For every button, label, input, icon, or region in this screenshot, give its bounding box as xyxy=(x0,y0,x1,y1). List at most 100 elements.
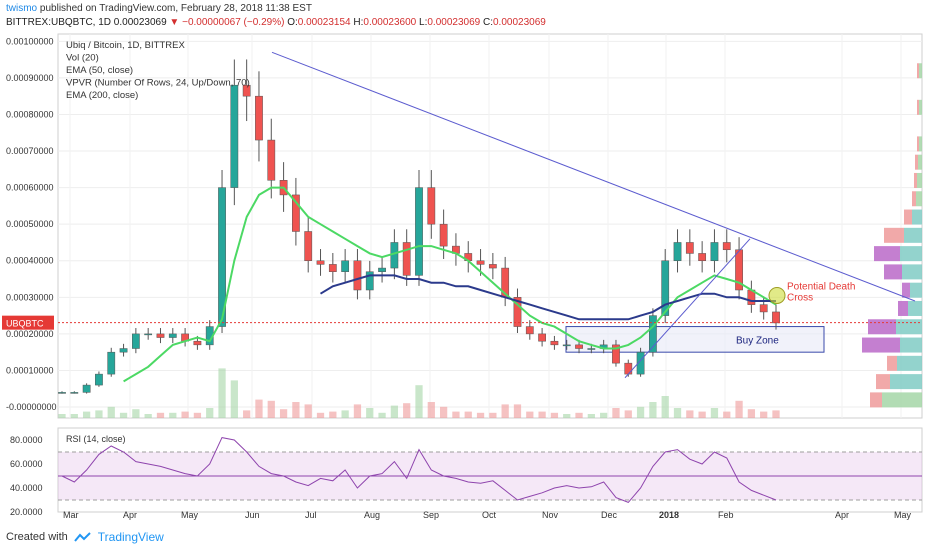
candle-body xyxy=(267,139,276,181)
vpvr-up-bar xyxy=(890,374,922,390)
x-tick-label: Oct xyxy=(482,510,497,520)
volume-bar xyxy=(464,411,472,418)
volume-bar xyxy=(267,400,275,418)
y-tick-label: 0.00010000 xyxy=(6,365,54,375)
volume-bar xyxy=(600,412,608,418)
y-tick-label: 0.00070000 xyxy=(6,146,54,156)
volume-bar xyxy=(304,404,312,418)
candle-body xyxy=(230,84,239,188)
x-tick-label: Aug xyxy=(364,510,380,520)
ohlc-high: 0.00023600 xyxy=(363,17,417,28)
y-tick-label: 0.00020000 xyxy=(6,329,54,339)
publish-line: twismo published on TradingView.com, Feb… xyxy=(6,3,312,14)
ohlc-l-label: L: xyxy=(419,17,428,28)
y-tick-label: 0.00100000 xyxy=(6,36,54,46)
volume-bar xyxy=(243,410,251,418)
x-tick-label: Feb xyxy=(718,510,734,520)
candle-body xyxy=(476,260,485,265)
volume-bars xyxy=(58,368,780,418)
vpvr-down-bar xyxy=(904,209,912,225)
y-tick-label: 0.00090000 xyxy=(6,73,54,83)
candle-body xyxy=(390,242,399,269)
volume-bar xyxy=(735,400,743,418)
candle-body xyxy=(488,264,497,269)
candle-body xyxy=(242,84,251,97)
volume-bar xyxy=(772,410,780,418)
volume-bar xyxy=(218,368,226,418)
x-tick-label: Jul xyxy=(305,510,317,520)
candle-body xyxy=(685,242,694,254)
candle-body xyxy=(218,187,226,327)
symbol-info: BITTREX:UBQBTC, 1D xyxy=(6,17,112,28)
candle-body xyxy=(513,297,522,327)
volume-bar xyxy=(698,411,706,418)
vpvr-up-bar xyxy=(919,63,922,79)
tradingview-brand[interactable]: TradingView xyxy=(97,530,164,544)
candle-body xyxy=(415,187,423,276)
volume-bar xyxy=(501,404,509,418)
rsi-pane-grid xyxy=(57,427,923,513)
rsi-title: RSI (14, close) xyxy=(66,434,126,444)
x-tick-label: Jun xyxy=(245,510,260,520)
candle-body xyxy=(292,194,300,232)
volume-bar xyxy=(575,412,583,418)
candle-body xyxy=(550,340,559,346)
volume-bar xyxy=(119,412,128,418)
rsi-tick-label: 20.0000 xyxy=(10,507,43,517)
price-tag xyxy=(2,315,54,330)
candle-body xyxy=(673,242,682,261)
legend-entry: Ubiq / Bitcoin, 1D, BITTREX xyxy=(66,40,185,51)
last-price: 0.00023069 xyxy=(113,17,167,28)
x-tick-label: May xyxy=(894,510,912,520)
main-pane-grid xyxy=(57,33,923,419)
ohlc-close: 0.00023069 xyxy=(492,17,546,28)
candle-body xyxy=(624,362,633,375)
candle-body xyxy=(131,333,140,349)
x-tick-label: May xyxy=(181,510,199,520)
price-change: ▼ −0.00000067 (−0.29%) xyxy=(169,17,285,28)
candle-body xyxy=(168,333,177,338)
volume-bar xyxy=(181,411,189,418)
rsi-tick-label: 80.0000 xyxy=(10,435,43,445)
ohlc-open: 0.00023154 xyxy=(297,17,351,28)
death-cross-label-2: Cross xyxy=(787,292,813,303)
volume-bar xyxy=(526,411,534,418)
ohlc-h-label: H: xyxy=(353,17,364,28)
death-cross-label: Potential Death xyxy=(787,281,855,292)
vpvr-up-bar xyxy=(910,282,922,298)
vpvr-down-bar xyxy=(884,264,902,280)
x-tick-label: Apr xyxy=(835,510,849,520)
vpvr-up-bar xyxy=(896,319,922,335)
volume-bar xyxy=(95,410,103,418)
vpvr-up-bar xyxy=(908,300,922,316)
volume-bar xyxy=(760,411,768,418)
vpvr-up-bar xyxy=(912,209,922,225)
volume-bar xyxy=(686,410,694,418)
ascending-trendline xyxy=(624,238,751,379)
y-tick-label: 0.00060000 xyxy=(6,183,54,193)
rsi-tick-label: 60.0000 xyxy=(10,459,43,469)
candle-body xyxy=(316,260,325,265)
candle-body xyxy=(107,351,116,375)
symbol-line: BITTREX:UBQBTC, 1D 0.00023069 ▼ −0.00000… xyxy=(6,17,546,28)
candle-body xyxy=(525,326,534,335)
buy-zone-label: Buy Zone xyxy=(736,335,779,346)
vpvr-up-bar xyxy=(904,227,922,243)
author-name[interactable]: twismo xyxy=(6,3,38,14)
vpvr-up-bar xyxy=(919,136,922,152)
candle-body xyxy=(649,315,657,353)
vpvr-down-bar xyxy=(914,172,917,188)
candle-body xyxy=(95,373,103,386)
candle-body xyxy=(722,242,731,251)
price-tag-label: UBQBTC xyxy=(6,319,44,329)
vpvr-down-bar xyxy=(868,319,896,335)
vpvr-down-bar xyxy=(917,63,919,79)
volume-bar xyxy=(403,403,411,418)
candle-body xyxy=(439,223,448,247)
volume-bar xyxy=(156,412,165,418)
volume-bar xyxy=(439,406,448,418)
vpvr-down-bar xyxy=(870,392,882,408)
descending-trendline xyxy=(271,51,916,302)
candle-body xyxy=(156,333,165,338)
time-axis: Mar Apr May Jun Jul Aug Sep Oct Nov Dec 2018 Feb Apr… xyxy=(63,510,912,520)
